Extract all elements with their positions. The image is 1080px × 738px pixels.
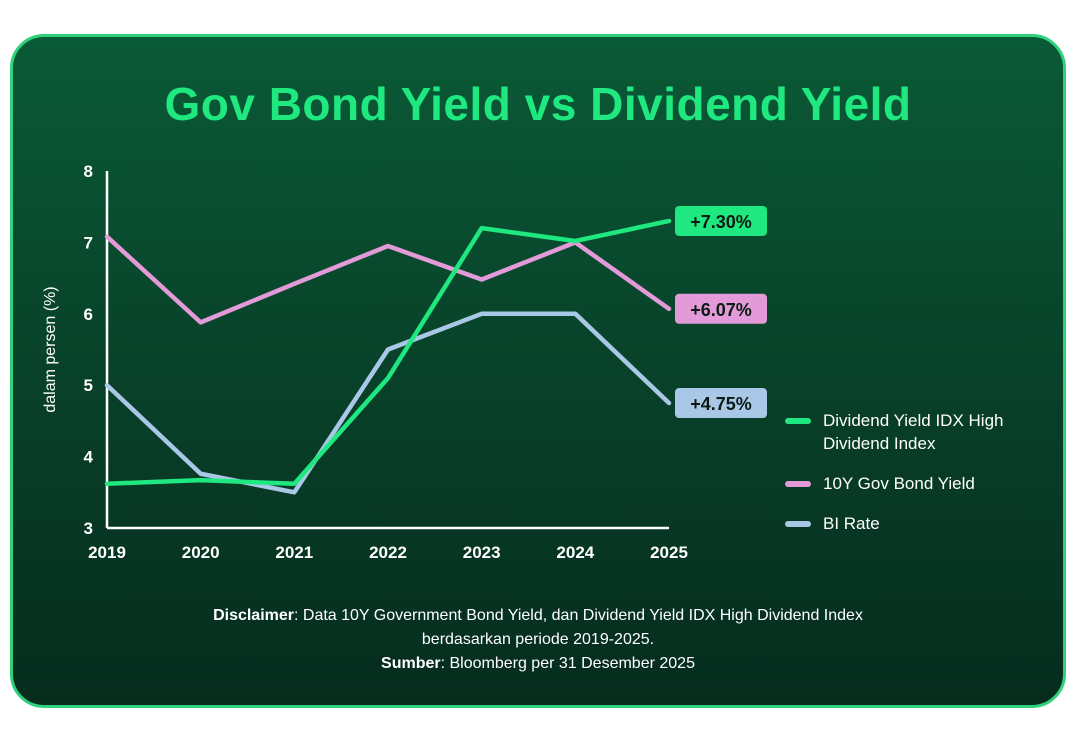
source-label: Sumber <box>381 655 441 672</box>
legend-label-bi-rate: BI Rate <box>823 514 880 533</box>
x-tick-label-2023: 2023 <box>463 543 501 562</box>
end-badge-bond <box>675 293 767 324</box>
legend-item-dividend: Dividend Yield IDX High Dividend Index <box>785 409 1055 455</box>
y-tick-label-4: 4 <box>84 448 94 467</box>
x-tick-label-2024: 2024 <box>556 543 594 562</box>
end-label-bond: +6.07% <box>690 300 752 320</box>
legend: Dividend Yield IDX High Dividend Index 1… <box>785 409 1055 552</box>
end-label-dividend: +7.30% <box>690 212 752 232</box>
chart-card: Gov Bond Yield vs Dividend Yield 3 4 5 6 7 8 2… <box>10 34 1066 708</box>
legend-label-bond: 10Y Gov Bond Yield <box>823 474 975 493</box>
disclaimer-text: : Data 10Y Government Bond Yield, dan Di… <box>294 607 863 624</box>
legend-swatch-dividend <box>785 418 811 424</box>
y-axis-label: dalam persen (%) <box>42 286 59 412</box>
end-label-bi_rate: +4.75% <box>690 394 752 414</box>
disclaimer: Disclaimer: Data 10Y Government Bond Yie… <box>13 604 1063 652</box>
x-tick-label-2025: 2025 <box>650 543 688 562</box>
legend-label-dividend: Dividend Yield IDX High Dividend Index <box>823 411 1004 453</box>
x-tick-label-2021: 2021 <box>275 543 313 562</box>
y-tick-label-3: 3 <box>84 519 93 538</box>
series-line-bi_rate <box>104 311 672 495</box>
legend-item-bond: 10Y Gov Bond Yield <box>785 472 1055 495</box>
y-tick-label-5: 5 <box>84 376 93 395</box>
line-chart: 3 4 5 6 7 8 2019 2020 2021 2022 2023 2024 2025 dalam … <box>42 162 767 562</box>
series-line-bond <box>104 234 672 325</box>
y-tick-label-7: 7 <box>84 233 93 252</box>
chart-title: Gov Bond Yield vs Dividend Yield <box>164 78 912 130</box>
source-text: : Bloomberg per 31 Desember 2025 <box>440 655 695 672</box>
end-badge-bi_rate <box>675 388 767 419</box>
series-line-dividend <box>104 218 672 486</box>
y-tick-label-6: 6 <box>84 305 93 324</box>
x-tick-label-2020: 2020 <box>182 543 220 562</box>
legend-swatch-bond <box>785 481 811 487</box>
end-badge-dividend <box>675 205 767 236</box>
legend-swatch-bi-rate <box>785 521 811 527</box>
source: Sumber: Bloomberg per 31 Desember 2025 <box>13 655 1063 673</box>
x-tick-label-2022: 2022 <box>369 543 407 562</box>
disclaimer-text-2: berdasarkan periode 2019-2025. <box>421 631 655 648</box>
legend-item-bi-rate: BI Rate <box>785 512 1055 535</box>
y-tick-label-8: 8 <box>84 162 93 181</box>
x-tick-label-2019: 2019 <box>88 543 126 562</box>
disclaimer-label: Disclaimer <box>213 607 294 624</box>
